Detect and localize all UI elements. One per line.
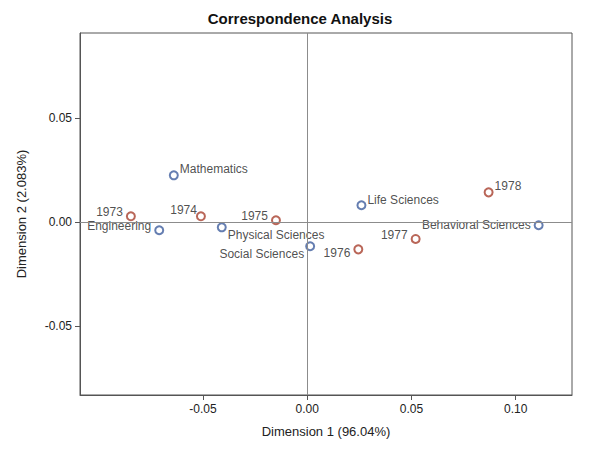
svg-text:Dimension 2 (2.083%): Dimension 2 (2.083%)	[14, 150, 29, 279]
svg-text:1977: 1977	[381, 228, 408, 242]
svg-text:1978: 1978	[495, 179, 522, 193]
svg-text:1973: 1973	[96, 205, 123, 219]
svg-text:Dimension 1 (96.04%): Dimension 1 (96.04%)	[262, 424, 391, 439]
svg-text:0.05: 0.05	[400, 402, 424, 416]
svg-text:-0.05: -0.05	[45, 319, 73, 333]
svg-text:Physical Sciences: Physical Sciences	[228, 228, 325, 242]
svg-text:Behavioral Sciences: Behavioral Sciences	[422, 218, 531, 232]
svg-text:Correspondence Analysis: Correspondence Analysis	[208, 10, 393, 27]
svg-text:1975: 1975	[241, 209, 268, 223]
svg-text:0.00: 0.00	[49, 215, 73, 229]
svg-text:Social Sciences: Social Sciences	[219, 247, 304, 261]
svg-text:1976: 1976	[324, 246, 351, 260]
svg-text:-0.05: -0.05	[189, 402, 217, 416]
svg-text:0.00: 0.00	[296, 402, 320, 416]
svg-text:Engineering: Engineering	[87, 219, 151, 233]
svg-text:0.05: 0.05	[49, 111, 73, 125]
svg-text:Life Sciences: Life Sciences	[367, 193, 438, 207]
svg-text:0.10: 0.10	[504, 402, 528, 416]
svg-text:Mathematics: Mathematics	[180, 162, 248, 176]
svg-text:1974: 1974	[170, 203, 197, 217]
